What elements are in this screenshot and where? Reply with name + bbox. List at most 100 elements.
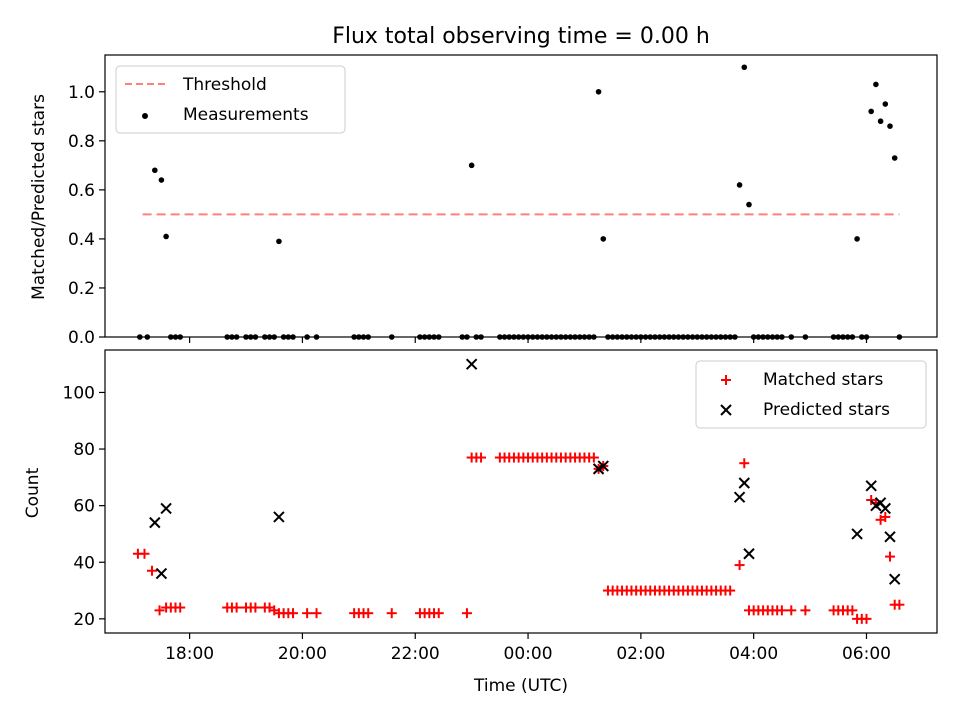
bottom-x-tick-label: 18:00	[165, 644, 214, 664]
top-y-tick-label: 0.4	[68, 230, 95, 250]
bottom-x-tick-label: 22:00	[391, 644, 440, 664]
measurement-point	[736, 182, 743, 188]
predicted-star-point-b	[865, 480, 877, 492]
bottom-x-tick-label: 04:00	[729, 644, 778, 664]
top-legend-box	[115, 65, 346, 134]
matched-star-point	[734, 560, 745, 571]
predicted-star-point-b	[273, 511, 285, 523]
legend-measurements-label: Measurements	[183, 105, 309, 125]
matched-star-point	[800, 605, 811, 616]
bottom-x-tick-label: 20:00	[278, 644, 327, 664]
predicted-star-point	[155, 567, 168, 580]
matched-star-point	[154, 605, 165, 616]
matched-star-point	[739, 458, 750, 469]
predicted-star-point-b	[738, 477, 750, 489]
bottom-x-tick-label: 06:00	[842, 644, 891, 664]
matched-star-point	[776, 605, 787, 616]
predicted-star-point	[597, 460, 609, 472]
bottom-y-tick-label: 20	[73, 610, 95, 630]
measurement-point	[877, 118, 884, 125]
predicted-star-point	[851, 528, 863, 540]
measurement-point	[468, 162, 475, 169]
top-y-tick-label: 1.0	[68, 83, 95, 103]
predicted-star-point-b	[888, 573, 901, 585]
x-axis-label: Time (UTC)	[473, 676, 568, 696]
top-y-tick-label: 0.6	[68, 181, 95, 201]
measurement-point	[873, 81, 879, 88]
predicted-star-point	[160, 502, 172, 515]
legend-matched-label: Matched stars	[763, 370, 883, 390]
top-y-tick-label: 0.8	[68, 132, 95, 152]
bottom-legend: Matched stars Predicted stars	[695, 360, 927, 429]
predicted-star-point	[879, 502, 892, 515]
measurement-point	[854, 236, 860, 242]
legend-predicted-marker	[720, 404, 732, 416]
matched-star-point	[476, 452, 487, 463]
predicted-star-point	[743, 548, 755, 560]
predicted-star-point	[738, 477, 750, 489]
predicted-star-point-b	[879, 502, 892, 515]
matched-star-point	[139, 548, 150, 559]
measurement-point	[746, 201, 752, 208]
matched-star-point	[386, 608, 397, 619]
measurement-point	[600, 236, 607, 242]
bottom-legend-box	[695, 360, 927, 429]
matched-star-point	[861, 613, 872, 624]
bottom-x-tick-label: 00:00	[504, 644, 553, 664]
count-plot-area: 20 40 60 80 100 18:00 20:00 22:00 00:00 02:00 04:0…	[63, 349, 938, 664]
matched-star-point	[847, 605, 858, 616]
legend-matched-swatch	[721, 375, 731, 385]
predicted-star-point	[888, 573, 901, 585]
matched-star-point	[433, 608, 444, 619]
top-y-tick-label: 0.2	[68, 279, 95, 299]
measurement-point	[276, 238, 282, 245]
predicted-star-point-b	[160, 502, 172, 515]
predicted-star-point-b	[884, 531, 896, 543]
measurement-point	[882, 101, 889, 107]
matched-star-point	[231, 602, 242, 613]
matched-star-point	[461, 608, 472, 619]
predicted-star-point	[273, 511, 285, 523]
bottom-axes-frame	[104, 349, 938, 634]
legend-predicted-label: Predicted stars	[763, 400, 890, 420]
bottom-y-tick-label: 40	[73, 553, 95, 573]
predicted-star-point-b	[874, 497, 887, 509]
legend-threshold-label: Threshold	[182, 75, 267, 95]
matched-star-point	[147, 565, 158, 576]
bottom-y-tick-label: 80	[73, 440, 95, 460]
matched-star-point	[588, 452, 599, 463]
measurement-point	[152, 167, 158, 174]
matched-star-point	[786, 605, 797, 616]
predicted-star-point	[884, 531, 896, 543]
matched-star-point	[250, 602, 261, 613]
measurement-point	[595, 88, 602, 95]
predicted-star-point	[733, 491, 746, 503]
matched-star-point	[725, 585, 736, 596]
measurement-point	[158, 177, 165, 183]
top-legend: Threshold Measurements	[115, 65, 346, 134]
matched-star-point	[363, 608, 374, 619]
top-chart-title: Flux total observing time = 0.00 h	[332, 24, 710, 49]
measurement-point	[741, 64, 748, 71]
predicted-star-point-b	[733, 491, 746, 503]
predicted-star-point-b	[465, 358, 478, 370]
legend-measurements-swatch	[142, 113, 148, 119]
predicted-star-point	[465, 358, 478, 370]
top-axes-frame	[104, 54, 938, 338]
legend-predicted-swatch	[720, 404, 732, 416]
predicted-star-point	[149, 516, 161, 529]
legend-predicted-marker-b	[720, 404, 732, 416]
predicted-star-point-b	[743, 548, 755, 560]
bottom-y-axis-label: Count	[23, 467, 43, 518]
predicted-star-point-b	[149, 516, 161, 529]
matched-star-point	[884, 551, 895, 562]
bottom-x-tick-label: 02:00	[616, 644, 665, 664]
measurement-point	[891, 155, 898, 161]
predicted-star-point-b	[851, 528, 863, 540]
matched-star-point	[288, 608, 299, 619]
measurement-point	[887, 123, 893, 129]
ratio-plot-area: 0.0 0.2 0.4 0.6 0.8 1.0	[68, 54, 938, 348]
predicted-star-point-b	[155, 567, 168, 580]
bottom-y-tick-label: 100	[63, 383, 95, 403]
